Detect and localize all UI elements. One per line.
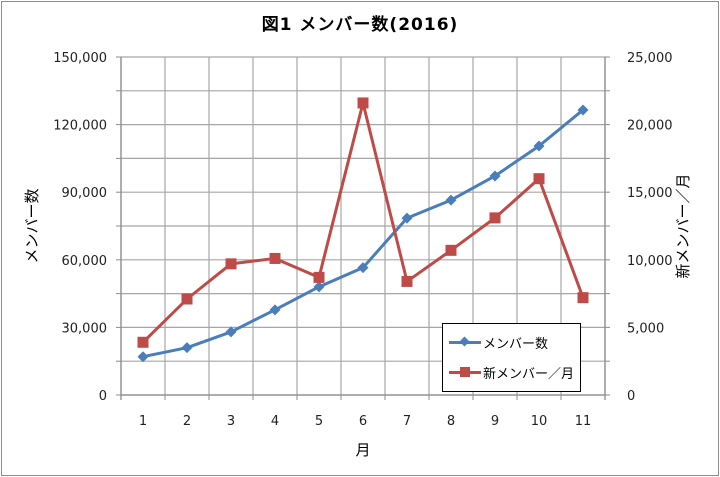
- square-marker-icon: [577, 292, 589, 304]
- diamond-marker-icon: [401, 212, 413, 224]
- diamond-marker-icon: [357, 262, 369, 274]
- y-tick-label: 90,000: [62, 186, 108, 201]
- legend: メンバー数 新メンバー／月: [442, 323, 581, 392]
- diamond-marker-icon: [577, 104, 589, 116]
- square-marker-icon: [533, 173, 545, 185]
- square-marker-icon: [225, 258, 237, 270]
- diamond-marker-icon: [445, 194, 457, 206]
- square-marker-icon: [313, 271, 325, 283]
- y2-tick-label: 0: [627, 389, 635, 404]
- square-marker-icon: [489, 212, 501, 224]
- x-tick-label: 7: [403, 414, 411, 429]
- x-axis-ticks: 1 2 3 4 5 6 7 8 9 10 11: [139, 414, 591, 429]
- square-marker-icon: [269, 252, 281, 264]
- x-tick-label: 5: [315, 414, 323, 429]
- y-tick-label: 150,000: [53, 51, 107, 66]
- square-marker-icon: [181, 293, 193, 305]
- square-marker-icon: [445, 244, 457, 256]
- x-tick-label: 10: [531, 414, 548, 429]
- diamond-marker-icon: [449, 335, 481, 349]
- series-lines: [137, 97, 589, 363]
- diamond-marker-icon: [533, 140, 545, 152]
- legend-item-members: メンバー数: [449, 332, 548, 352]
- square-marker-icon: [137, 336, 149, 348]
- right-axis-ticks: 0 5,000 10,000 15,000 20,000 25,000: [627, 51, 673, 404]
- x-tick-label: 3: [227, 414, 235, 429]
- y2-tick-label: 10,000: [627, 254, 673, 269]
- y2-tick-label: 25,000: [627, 51, 673, 66]
- diamond-marker-icon: [225, 326, 237, 338]
- y2-tick-label: 5,000: [627, 321, 664, 336]
- y2-tick-label: 15,000: [627, 186, 673, 201]
- y-tick-label: 30,000: [62, 321, 108, 336]
- diamond-marker-icon: [137, 351, 149, 363]
- diamond-marker-icon: [181, 342, 193, 354]
- x-tick-label: 6: [359, 414, 367, 429]
- left-axis-ticks: 0 30,000 60,000 90,000 120,000 150,000: [53, 51, 107, 404]
- x-tick-label: 2: [183, 414, 191, 429]
- y-tick-label: 60,000: [62, 254, 108, 269]
- legend-label-new-members: 新メンバー／月: [483, 366, 575, 382]
- series-members: [137, 104, 589, 363]
- axes: [116, 56, 610, 400]
- diamond-marker-icon: [269, 304, 281, 316]
- diamond-marker-icon: [489, 170, 501, 182]
- x-tick-label: 1: [139, 414, 147, 429]
- chart-title: 図1 メンバー数(2016): [261, 15, 459, 35]
- square-marker-icon: [449, 365, 481, 379]
- square-marker-icon: [401, 275, 413, 287]
- x-tick-label: 8: [447, 414, 455, 429]
- legend-item-new-members: 新メンバー／月: [449, 362, 574, 382]
- x-tick-label: 4: [271, 414, 279, 429]
- diamond-marker-icon: [313, 281, 325, 293]
- y2-axis-title: 新メンバー／月: [674, 173, 692, 278]
- legend-label-members: メンバー数: [483, 336, 549, 352]
- y-tick-label: 0: [99, 389, 107, 404]
- square-marker-icon: [357, 97, 369, 109]
- series-new-members: [137, 97, 589, 348]
- y-axis-title: メンバー数: [23, 188, 41, 263]
- y2-tick-label: 20,000: [627, 119, 673, 134]
- y-tick-label: 120,000: [53, 119, 107, 134]
- x-tick-label: 11: [575, 414, 592, 429]
- x-tick-label: 9: [491, 414, 499, 429]
- x-axis-title: 月: [355, 441, 370, 459]
